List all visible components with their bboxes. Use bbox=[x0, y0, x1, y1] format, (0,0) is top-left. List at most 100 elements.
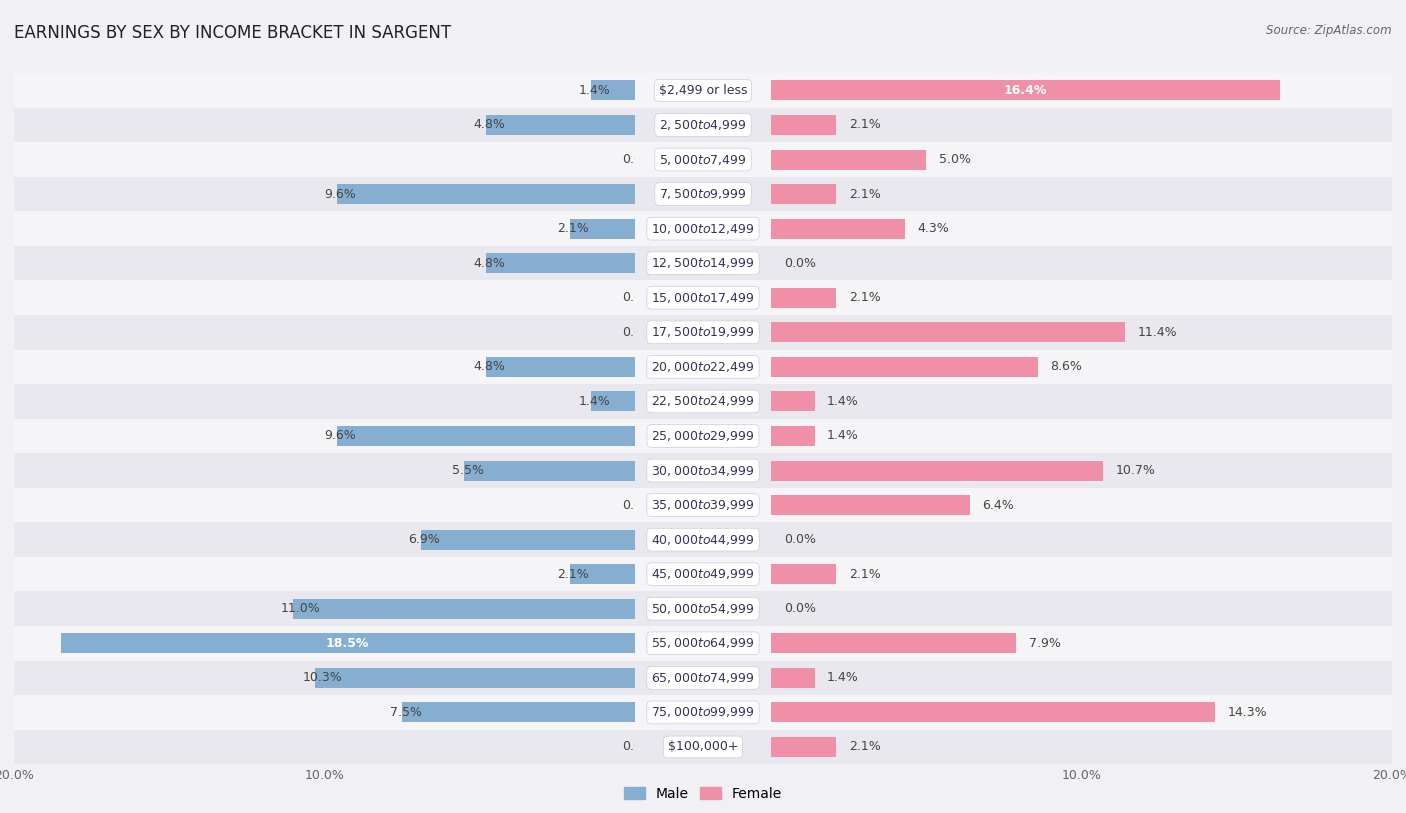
Bar bbox=[740, 73, 803, 107]
Bar bbox=[772, 219, 904, 239]
Bar bbox=[634, 730, 772, 764]
Text: $25,000 to $29,999: $25,000 to $29,999 bbox=[651, 429, 755, 443]
Text: 7.9%: 7.9% bbox=[1029, 637, 1060, 650]
Text: $75,000 to $99,999: $75,000 to $99,999 bbox=[651, 706, 755, 720]
Bar bbox=[560, 454, 666, 488]
Bar bbox=[14, 211, 634, 246]
Text: 14.3%: 14.3% bbox=[1227, 706, 1267, 719]
Text: $50,000 to $54,999: $50,000 to $54,999 bbox=[651, 602, 755, 615]
Bar bbox=[772, 80, 1281, 101]
Bar bbox=[772, 142, 1392, 176]
Text: 2.1%: 2.1% bbox=[849, 291, 880, 304]
Bar bbox=[634, 142, 786, 176]
Text: $17,500 to $19,999: $17,500 to $19,999 bbox=[651, 325, 755, 339]
Bar bbox=[634, 488, 772, 523]
Bar bbox=[634, 419, 858, 454]
Bar bbox=[634, 592, 772, 626]
Bar bbox=[593, 176, 666, 211]
Bar bbox=[14, 626, 634, 660]
Bar bbox=[591, 211, 666, 246]
Bar bbox=[60, 633, 634, 654]
Bar bbox=[294, 598, 634, 619]
Text: $5,000 to $7,499: $5,000 to $7,499 bbox=[659, 153, 747, 167]
Text: 1.4%: 1.4% bbox=[827, 672, 859, 685]
Bar bbox=[592, 80, 634, 101]
Bar bbox=[634, 350, 772, 385]
Bar bbox=[582, 280, 666, 315]
Bar bbox=[598, 142, 666, 176]
Bar bbox=[14, 350, 634, 385]
Bar bbox=[586, 246, 666, 280]
Text: $35,000 to $39,999: $35,000 to $39,999 bbox=[651, 498, 755, 512]
Bar bbox=[14, 557, 634, 592]
Bar bbox=[634, 660, 772, 695]
Bar bbox=[772, 523, 1392, 557]
Text: 0.0%: 0.0% bbox=[623, 741, 654, 754]
Bar bbox=[634, 315, 772, 350]
Bar bbox=[634, 73, 772, 107]
Bar bbox=[600, 107, 666, 142]
Bar bbox=[740, 385, 837, 419]
Bar bbox=[634, 142, 772, 176]
Bar bbox=[14, 660, 634, 695]
Bar bbox=[772, 391, 814, 411]
Bar bbox=[740, 626, 876, 660]
Bar bbox=[14, 142, 634, 176]
Bar bbox=[634, 557, 905, 592]
Bar bbox=[740, 107, 806, 142]
Text: 1.4%: 1.4% bbox=[579, 395, 610, 408]
Text: $40,000 to $44,999: $40,000 to $44,999 bbox=[651, 533, 755, 546]
Bar bbox=[634, 350, 837, 385]
Bar bbox=[740, 488, 852, 523]
Text: $12,500 to $14,999: $12,500 to $14,999 bbox=[651, 256, 755, 270]
Bar bbox=[402, 702, 634, 723]
Bar bbox=[603, 73, 666, 107]
Bar bbox=[772, 626, 1392, 660]
Bar bbox=[634, 280, 818, 315]
Bar bbox=[772, 592, 1392, 626]
Bar bbox=[772, 667, 814, 688]
Bar bbox=[592, 391, 634, 411]
Text: 6.9%: 6.9% bbox=[408, 533, 440, 546]
Bar bbox=[14, 488, 634, 523]
Bar bbox=[634, 660, 948, 695]
Bar bbox=[772, 737, 837, 757]
Bar bbox=[516, 695, 666, 730]
Bar bbox=[537, 592, 666, 626]
Text: 4.8%: 4.8% bbox=[474, 257, 505, 270]
Bar bbox=[634, 385, 772, 419]
Bar bbox=[14, 280, 634, 315]
Bar bbox=[523, 660, 666, 695]
Text: $45,000 to $49,999: $45,000 to $49,999 bbox=[651, 567, 755, 581]
Bar bbox=[740, 419, 841, 454]
Bar bbox=[772, 350, 1392, 385]
Text: $20,000 to $22,499: $20,000 to $22,499 bbox=[651, 360, 755, 374]
Bar bbox=[740, 350, 832, 385]
Bar bbox=[14, 730, 634, 764]
Bar bbox=[634, 419, 772, 454]
Text: $65,000 to $74,999: $65,000 to $74,999 bbox=[651, 671, 755, 685]
Bar bbox=[634, 176, 793, 211]
Bar bbox=[772, 695, 1392, 730]
Bar bbox=[509, 730, 666, 764]
Bar bbox=[14, 315, 634, 350]
Text: 11.0%: 11.0% bbox=[281, 602, 321, 615]
Bar bbox=[772, 460, 1104, 480]
Bar bbox=[548, 523, 666, 557]
Bar bbox=[740, 557, 863, 592]
Bar bbox=[14, 107, 634, 142]
Text: 18.5%: 18.5% bbox=[326, 637, 370, 650]
Bar bbox=[772, 385, 1392, 419]
Bar bbox=[772, 564, 837, 585]
Text: Source: ZipAtlas.com: Source: ZipAtlas.com bbox=[1267, 24, 1392, 37]
Bar bbox=[772, 184, 837, 204]
Text: 2.1%: 2.1% bbox=[849, 119, 880, 132]
Bar bbox=[554, 488, 666, 523]
Bar bbox=[14, 523, 634, 557]
Text: 4.8%: 4.8% bbox=[474, 360, 505, 373]
Text: $100,000+: $100,000+ bbox=[668, 741, 738, 754]
Bar bbox=[569, 564, 634, 585]
Bar bbox=[634, 246, 808, 280]
Bar bbox=[14, 73, 634, 107]
Bar bbox=[569, 385, 666, 419]
